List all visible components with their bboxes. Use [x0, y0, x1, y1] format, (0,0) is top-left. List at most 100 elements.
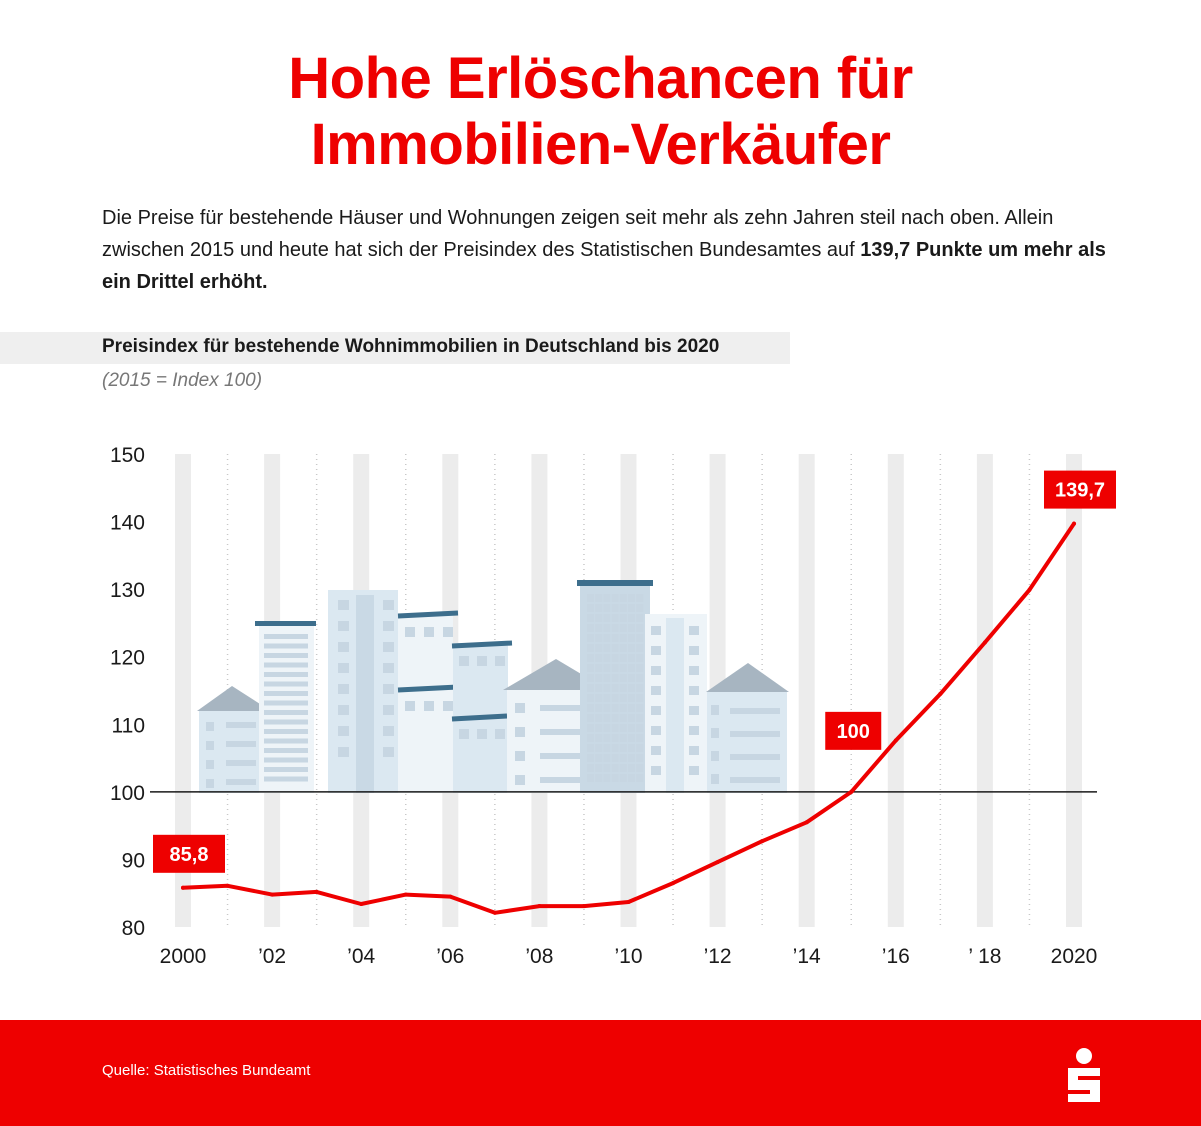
y-tick-label: 80	[122, 917, 145, 940]
data-point	[403, 892, 408, 897]
intro-text-bold: 139,7 Punkte um mehr als ein Drittel erh…	[102, 239, 1106, 293]
building-window	[628, 694, 635, 702]
building-window	[595, 714, 603, 722]
building-window	[711, 728, 719, 738]
building-window	[603, 764, 611, 772]
building-window	[595, 674, 603, 682]
data-point	[849, 789, 854, 794]
building-window	[603, 734, 611, 742]
building-window	[628, 754, 635, 762]
x-tick-label: 2020	[1051, 945, 1098, 968]
building-window	[603, 754, 611, 762]
building-window	[628, 734, 635, 742]
y-tick-label: 100	[110, 782, 145, 805]
building-window	[619, 634, 627, 642]
building-shaft	[666, 618, 684, 793]
building-window	[424, 701, 434, 711]
building-window	[587, 634, 594, 642]
data-point	[893, 738, 898, 743]
building-rooftop	[577, 580, 653, 586]
x-axis: 2000 ’02 ’04 ’06 ’08 ’10 ’12 ’14 ’16 ’ 18 2020	[160, 945, 1098, 968]
building-window	[603, 684, 611, 692]
series-group	[181, 521, 1076, 915]
building-window	[619, 644, 627, 652]
building-window	[619, 764, 627, 772]
building-window	[540, 777, 596, 783]
data-point	[1027, 587, 1032, 592]
building-ledge	[451, 713, 508, 722]
y-tick-label: 110	[112, 714, 145, 737]
data-point	[537, 904, 542, 909]
building-window	[595, 744, 603, 752]
building-window	[603, 644, 611, 652]
building-window	[587, 624, 594, 632]
grid-band	[175, 454, 191, 927]
building-window	[628, 664, 635, 672]
building-window	[619, 614, 627, 622]
building-window	[603, 704, 611, 712]
building-window	[611, 604, 619, 612]
building-window	[603, 744, 611, 752]
building-window	[619, 724, 627, 732]
title-line-1: Hohe Erlöschancen für	[288, 46, 913, 111]
building-window	[628, 684, 635, 692]
building-window	[264, 653, 308, 658]
building-window	[611, 644, 619, 652]
building-window	[264, 719, 308, 725]
building-window	[595, 624, 603, 632]
x-tick-label: ’16	[882, 945, 910, 968]
building-window	[628, 714, 635, 722]
building-window	[264, 672, 308, 677]
x-tick-label: ’06	[436, 945, 464, 968]
building-window	[636, 644, 644, 652]
building-window	[603, 694, 611, 702]
building-window	[595, 724, 603, 732]
building-window	[595, 754, 603, 762]
building-window	[711, 751, 719, 761]
annotation-label: 139,7	[1055, 480, 1105, 502]
building-window	[338, 684, 349, 694]
x-tick-label: ’10	[614, 945, 642, 968]
title-line-2: Immobilien-Verkäufer	[310, 112, 891, 177]
building-window	[611, 674, 619, 682]
building-window	[595, 704, 603, 712]
building-window	[636, 744, 644, 752]
building-window	[587, 714, 594, 722]
building-window	[443, 701, 453, 711]
building-window	[611, 654, 619, 662]
annotation-label: 100	[837, 721, 870, 743]
building-rooftop	[255, 621, 316, 626]
building-window	[595, 614, 603, 622]
x-tick-label: ’14	[793, 945, 821, 968]
building-window	[540, 729, 596, 735]
building-window	[636, 614, 644, 622]
building-window	[587, 694, 594, 702]
building-window	[383, 726, 394, 736]
building-window	[603, 594, 611, 602]
building-window	[730, 708, 780, 714]
data-point	[448, 894, 453, 899]
building-window	[264, 738, 308, 744]
building-window	[611, 614, 619, 622]
data-point	[492, 910, 497, 915]
building-window	[619, 754, 627, 762]
building-window	[611, 624, 619, 632]
data-point	[760, 839, 765, 844]
building-window	[595, 594, 603, 602]
building-window	[603, 624, 611, 632]
building-window	[515, 751, 525, 761]
building-window	[587, 684, 594, 692]
annotations: 85,8 100 139,7	[153, 470, 1116, 873]
building-window	[628, 744, 635, 752]
building-window	[264, 643, 308, 649]
building-window	[619, 674, 627, 682]
x-tick-label: ’ 18	[968, 945, 1001, 968]
data-point	[314, 889, 319, 894]
building-window	[636, 764, 644, 772]
building-window	[711, 774, 719, 784]
building-window	[636, 624, 644, 632]
building-window	[595, 734, 603, 742]
building-window	[206, 779, 214, 788]
building-window	[515, 703, 525, 713]
annotation-box	[153, 834, 225, 873]
